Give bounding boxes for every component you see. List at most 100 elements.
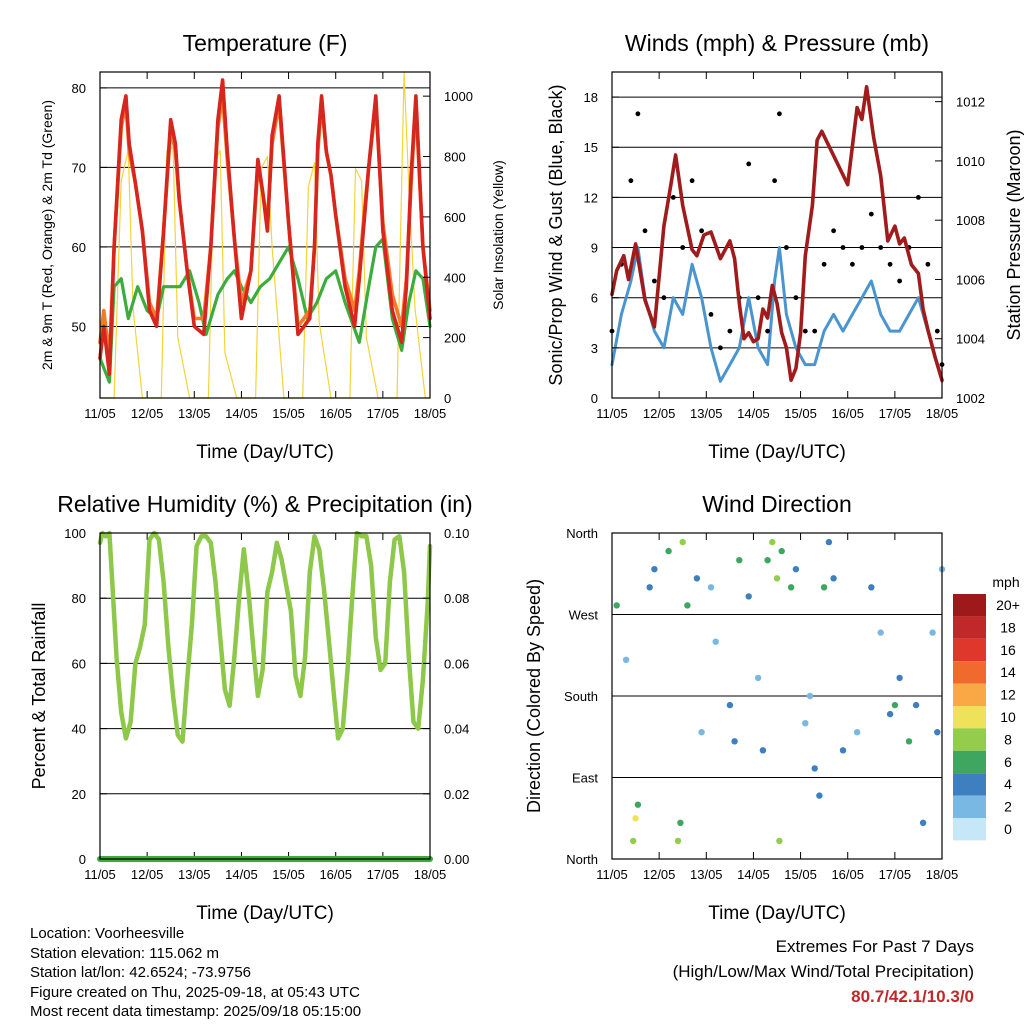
wind-gust-point [859,245,865,250]
wind-direction-point [754,674,762,682]
panel4-ylabel: Direction (Colored By Speed) [524,579,544,813]
panel1-ylabel: 2m & 9m T (Red, Orange) & 2m Td (Green) [39,100,55,370]
wind-direction-point [886,710,894,718]
speed-legend-label: 8 [1004,731,1012,747]
wind-direction-point [693,575,701,582]
most-recent-timestamp: Most recent data timestamp: 2025/09/18 0… [30,1003,362,1020]
station-location: Location: Voorheesville [30,925,185,942]
temperature-2m-line [98,78,432,376]
wind-direction-point [929,629,936,636]
panel2-xtick-label: 17/05 [879,406,912,421]
wind-direction-point [769,538,776,546]
panel1-xtick-label: 12/05 [131,406,164,421]
panel3-xtick-label: 14/05 [225,867,258,882]
panel4-xtick-label: 13/05 [690,867,723,882]
panel1-ytick-right-label: 800 [444,150,466,165]
wind-gust-point [878,245,884,250]
wind-gust-point [802,328,808,334]
speed-legend-title: mph [992,574,1019,590]
panel4-ytick-label: North [566,526,598,541]
speed-legend-label: 2 [1004,799,1012,815]
panel1-xtick-label: 15/05 [272,406,305,421]
wind-gust-point [635,111,641,117]
wind-direction-point [919,819,927,826]
wind-gust-point [689,178,695,184]
wind-direction-point [622,656,630,663]
wind-gust-point [821,261,827,267]
panel3-xtick-label: 11/05 [84,867,116,882]
wind-direction-point [634,801,642,808]
speed-legend-label: 4 [1004,776,1012,792]
panel2-title: Winds (mph) & Pressure (mb) [625,30,929,56]
panel2-xtick-label: 13/05 [690,406,723,421]
panel3-xlabel: Time (Day/UTC) [196,903,334,924]
speed-legend-label: 14 [1000,664,1016,680]
wind-direction-point [825,538,833,546]
wind-gust-point [652,278,657,284]
wind-gust-point [642,228,648,234]
wind-direction-point [698,729,705,736]
panel3-title: Relative Humidity (%) & Precipitation (i… [57,491,472,517]
wind-direction-point [792,566,800,573]
speed-legend-swatch [953,773,986,796]
speed-legend-swatch [953,638,986,662]
wind-gust-point [765,328,770,334]
panel3-ylabel: Percent & Total Rainfall [29,603,49,790]
panel1-ytick-right-label: 400 [444,270,466,285]
wind-gust-point [718,345,723,351]
panel2-xtick-label: 15/05 [784,406,817,421]
wind-gust-point [746,161,752,167]
speed-legend-swatch [953,616,986,639]
wind-gust-point [868,211,874,217]
panel3-xtick-label: 17/05 [367,867,400,882]
panel4-xtick-label: 14/05 [737,867,770,882]
figure-created: Figure created on Thu, 2025-09-18, at 05… [30,983,360,1001]
panel3-frame [99,532,431,860]
panel2-ytick-label: 18 [584,90,598,105]
panel1-ytick-right-label: 600 [444,210,466,225]
wind-direction-point [632,815,639,822]
extremes-box: Extremes For Past 7 Days (High/Low/Max W… [673,934,974,1009]
speed-legend-label: 20+ [996,597,1020,613]
panel2-ytick-label: 3 [591,341,598,356]
panel1-ytick-label: 80 [72,81,86,96]
panel2-ytick-label: 9 [591,241,598,256]
panel3-ytick-label: 20 [72,787,86,802]
chart-canvas: Temperature (F) Time (Day/UTC) 11/05 12/05 1… [29,30,1024,924]
panel1-ytick-right-label: 1000 [444,89,473,104]
wind-direction-point [646,584,653,591]
wind-direction-point [707,584,715,591]
panel1-frame [99,71,431,399]
panel3-xtick-label: 16/05 [319,867,352,882]
speed-legend-swatch [953,661,986,684]
panel3-ytick-right-label: 0.00 [444,852,469,867]
panel2-ytick-right-label: 1006 [956,272,985,287]
wind-direction-point [820,584,828,591]
panel4-ytick-label: West [569,608,599,623]
panel3-xtick-label: 13/05 [178,867,211,882]
panel1-ylabel-right: Solar Insolation (Yellow) [490,160,506,310]
panel1-ytick-label: 50 [72,319,86,334]
speed-legend-swatch [953,706,986,729]
station-elevation: Station elevation: 115.062 m [30,944,220,962]
wind-direction-point [868,584,875,591]
panel2-ytick-label: 12 [584,190,598,205]
panel4-xtick-label: 18/05 [926,867,959,882]
speed-legend-swatch [953,594,986,617]
panel3-xtick-label: 12/05 [131,867,164,882]
speed-legend-label: 16 [1000,642,1016,658]
panel1-xtick-label: 17/05 [367,406,400,421]
wind-direction-point [853,729,861,736]
wind-direction-point [912,701,920,709]
panel4-ytick-label: North [566,852,598,867]
panel4-title: Wind Direction [702,491,852,517]
speed-legend-swatch [953,728,986,751]
wind-direction-point [745,593,752,600]
wind-direction-point [712,638,719,645]
panel3-ytick-label: 60 [72,656,86,671]
panel3-ytick-label: 0 [79,852,86,867]
wind-direction-point [736,557,743,564]
wind-gust-point [772,178,777,184]
speed-legend-label: 12 [1000,687,1016,703]
panel1-xtick-label: 18/05 [414,406,447,421]
